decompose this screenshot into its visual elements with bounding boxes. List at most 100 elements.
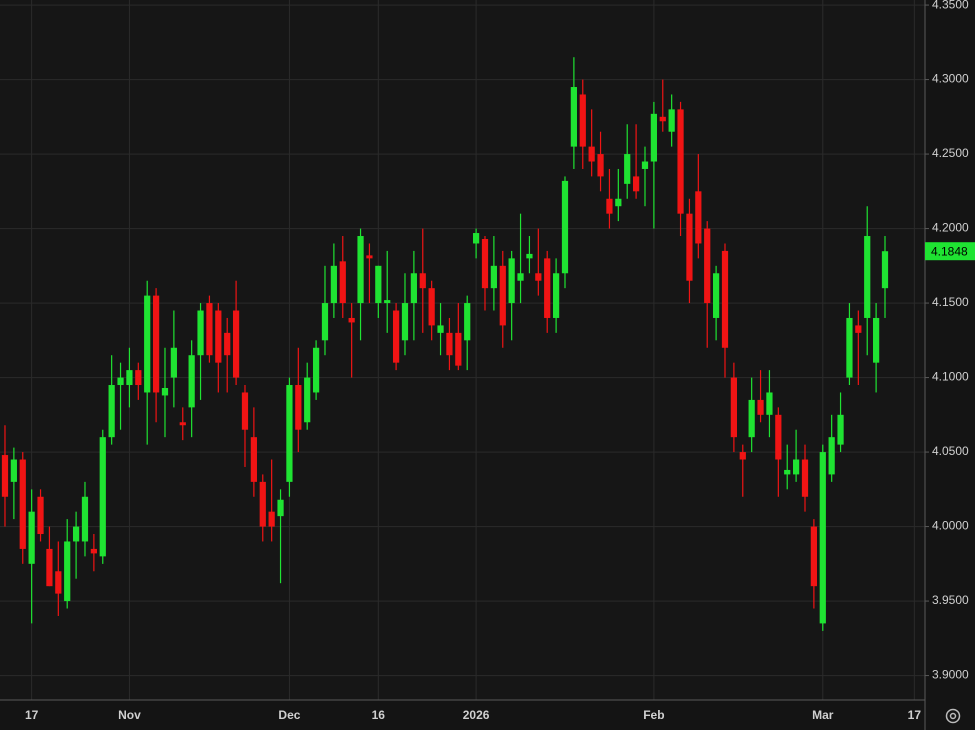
plot-area xyxy=(0,0,925,700)
candle-body xyxy=(641,161,649,169)
candle-body xyxy=(152,295,160,393)
candle-body xyxy=(28,511,35,564)
candle-body xyxy=(606,198,613,214)
y-tick-label: 4.1000 xyxy=(932,370,969,384)
candle-body xyxy=(375,265,382,304)
candle-body xyxy=(259,481,266,527)
candle-body xyxy=(10,459,17,482)
candle-body xyxy=(64,541,71,602)
x-tick-label: Dec xyxy=(278,708,300,722)
candle-body xyxy=(632,176,640,192)
y-tick-label: 4.1500 xyxy=(932,295,969,309)
candle-body xyxy=(215,310,222,363)
candle-body xyxy=(366,255,373,259)
y-tick-label: 4.3500 xyxy=(932,0,969,11)
candle-body xyxy=(535,273,542,281)
candle-body xyxy=(135,370,142,386)
candle-body xyxy=(384,300,391,304)
candle-body xyxy=(437,325,444,333)
candle-body xyxy=(490,265,497,289)
candle-body xyxy=(784,469,791,475)
candle-body xyxy=(730,377,737,438)
gear-center xyxy=(949,712,957,720)
x-tick-label: Nov xyxy=(118,708,141,722)
candle-body xyxy=(72,526,80,542)
candle-body xyxy=(126,370,133,386)
candle-body xyxy=(277,499,284,517)
candle-body xyxy=(170,347,177,378)
candle-body xyxy=(232,310,240,378)
y-tick-label: 4.3000 xyxy=(932,72,969,86)
y-tick-label: 4.0000 xyxy=(932,519,969,533)
y-tick-label: 4.0500 xyxy=(932,444,969,458)
candle-body xyxy=(250,437,257,482)
y-tick-label: 3.9500 xyxy=(932,593,969,607)
candle-body xyxy=(748,399,755,438)
candle-body xyxy=(757,399,764,415)
candle-body xyxy=(739,452,746,460)
last-price-tag xyxy=(925,242,975,261)
x-tick-label: Mar xyxy=(812,708,834,722)
candle-body xyxy=(668,109,675,132)
candle-body xyxy=(179,422,186,426)
candle-body xyxy=(881,251,889,289)
candle-body xyxy=(295,385,302,430)
candle-body xyxy=(472,233,480,244)
candle-body xyxy=(872,317,880,363)
candle-body xyxy=(570,87,577,147)
candle-body xyxy=(855,325,862,333)
candle-body xyxy=(561,180,569,274)
x-tick-label: 17 xyxy=(908,708,922,722)
candle-body xyxy=(481,238,489,289)
candle-body xyxy=(401,303,409,341)
candle-body xyxy=(446,332,453,356)
gear-outline xyxy=(945,708,961,724)
candle-body xyxy=(321,303,329,341)
candle-body xyxy=(1,455,9,497)
candle-body xyxy=(108,385,115,438)
candle-body xyxy=(392,310,400,363)
candle-body xyxy=(99,437,106,557)
candle-body xyxy=(544,258,551,318)
candle-body xyxy=(659,116,666,122)
y-tick-label: 3.9000 xyxy=(932,668,969,682)
candles xyxy=(1,57,889,631)
candle-body xyxy=(552,273,560,318)
x-tick-label: 17 xyxy=(25,708,39,722)
candle-body xyxy=(517,273,524,281)
x-tick-label: 16 xyxy=(372,708,386,722)
candle-body xyxy=(526,253,533,259)
candle-body xyxy=(268,511,275,527)
candle-body xyxy=(348,317,355,323)
candle-body xyxy=(775,414,782,460)
candle-body xyxy=(81,496,89,542)
candle-body xyxy=(206,303,213,356)
candle-body xyxy=(677,109,684,214)
x-tick-label: 2026 xyxy=(463,708,490,722)
candle-body xyxy=(864,236,871,318)
candle-body xyxy=(117,377,124,386)
candle-body xyxy=(286,385,293,482)
candle-body xyxy=(224,332,231,356)
candle-body xyxy=(828,437,835,475)
last-price-label: 4.1848 xyxy=(931,244,968,258)
candle-body xyxy=(304,377,311,423)
candle-body xyxy=(695,191,702,244)
candle-body xyxy=(144,295,151,393)
candle-body xyxy=(90,548,97,554)
candle-body xyxy=(419,273,426,289)
candle-body xyxy=(312,347,320,393)
y-tick-label: 4.2000 xyxy=(932,221,969,235)
candle-body xyxy=(19,459,26,549)
candle-body xyxy=(188,355,195,408)
candle-body xyxy=(810,526,817,587)
x-tick-label: Feb xyxy=(643,708,664,722)
candle-body xyxy=(588,146,595,162)
candle-body xyxy=(330,265,337,304)
candle-body xyxy=(801,459,809,497)
candle-body xyxy=(339,261,346,304)
settings-icon[interactable] xyxy=(945,708,961,724)
candle-body xyxy=(766,392,773,415)
candle-body xyxy=(704,228,711,304)
